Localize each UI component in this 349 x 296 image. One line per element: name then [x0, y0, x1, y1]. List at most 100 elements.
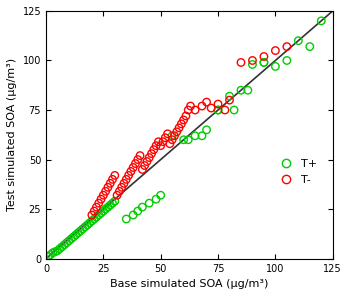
Point — [105, 205, 111, 210]
Point — [142, 163, 147, 168]
Point — [238, 60, 244, 65]
Point — [117, 189, 122, 194]
Point — [215, 108, 221, 112]
Point — [82, 225, 88, 229]
Point — [174, 129, 179, 134]
Point — [103, 189, 109, 194]
Point — [52, 249, 58, 254]
Point — [273, 48, 278, 53]
Point — [110, 201, 115, 205]
Point — [126, 173, 131, 178]
Point — [144, 159, 150, 164]
Point — [107, 203, 113, 207]
Point — [227, 94, 232, 99]
Point — [151, 147, 157, 152]
Point — [96, 201, 102, 205]
Point — [114, 193, 120, 198]
Point — [68, 237, 74, 241]
Point — [261, 54, 267, 59]
Point — [64, 240, 69, 245]
Point — [110, 177, 115, 182]
Point — [59, 244, 65, 249]
Point — [160, 139, 166, 144]
Point — [176, 126, 182, 130]
Point — [192, 108, 198, 112]
Point — [105, 185, 111, 190]
Point — [188, 104, 193, 108]
Point — [66, 239, 72, 243]
Point — [91, 209, 97, 213]
Point — [231, 108, 237, 112]
Point — [124, 177, 129, 182]
Point — [91, 217, 97, 221]
Point — [71, 234, 76, 239]
Point — [204, 128, 209, 132]
Point — [112, 173, 118, 178]
Point — [250, 62, 255, 67]
Point — [73, 232, 79, 237]
Point — [250, 58, 255, 63]
Point — [96, 213, 102, 218]
Point — [208, 106, 214, 110]
Point — [273, 64, 278, 69]
Point — [158, 143, 163, 148]
Point — [284, 44, 290, 49]
Point — [169, 133, 175, 138]
Point — [48, 252, 53, 257]
Point — [149, 151, 154, 156]
Point — [179, 122, 184, 126]
Point — [245, 88, 251, 93]
Point — [185, 108, 191, 112]
Point — [103, 207, 109, 211]
Point — [94, 215, 99, 219]
Point — [101, 209, 106, 213]
Point — [98, 211, 104, 215]
Point — [101, 193, 106, 198]
Point — [307, 44, 313, 49]
Point — [135, 209, 141, 213]
Point — [131, 165, 136, 170]
Point — [57, 246, 62, 251]
Point — [165, 131, 170, 136]
Point — [80, 226, 86, 231]
X-axis label: Base simulated SOA (μg/m³): Base simulated SOA (μg/m³) — [110, 279, 268, 289]
Point — [140, 167, 145, 172]
Point — [147, 201, 152, 205]
Point — [199, 104, 205, 108]
Point — [199, 133, 205, 138]
Point — [128, 169, 134, 174]
Point — [124, 217, 129, 221]
Point — [172, 133, 177, 138]
Point — [261, 60, 267, 65]
Point — [94, 205, 99, 210]
Point — [50, 250, 55, 255]
Point — [319, 18, 324, 23]
Point — [107, 181, 113, 186]
Point — [77, 229, 83, 233]
Point — [84, 223, 90, 227]
Point — [140, 205, 145, 210]
Point — [153, 197, 159, 202]
Point — [169, 137, 175, 142]
Point — [87, 221, 92, 225]
Point — [147, 155, 152, 160]
Point — [158, 193, 163, 198]
Point — [112, 199, 118, 204]
Point — [156, 139, 161, 144]
Point — [153, 143, 159, 148]
Point — [61, 242, 67, 247]
Legend: T+, T-: T+, T- — [271, 154, 321, 190]
Point — [284, 58, 290, 63]
Point — [89, 213, 95, 218]
Point — [167, 141, 173, 146]
Point — [238, 88, 244, 93]
Point — [183, 114, 189, 118]
Point — [204, 100, 209, 104]
Point — [181, 118, 186, 122]
Point — [185, 137, 191, 142]
Point — [137, 153, 143, 158]
Point — [215, 108, 221, 112]
Point — [222, 108, 228, 112]
Point — [131, 213, 136, 218]
Point — [55, 248, 60, 253]
